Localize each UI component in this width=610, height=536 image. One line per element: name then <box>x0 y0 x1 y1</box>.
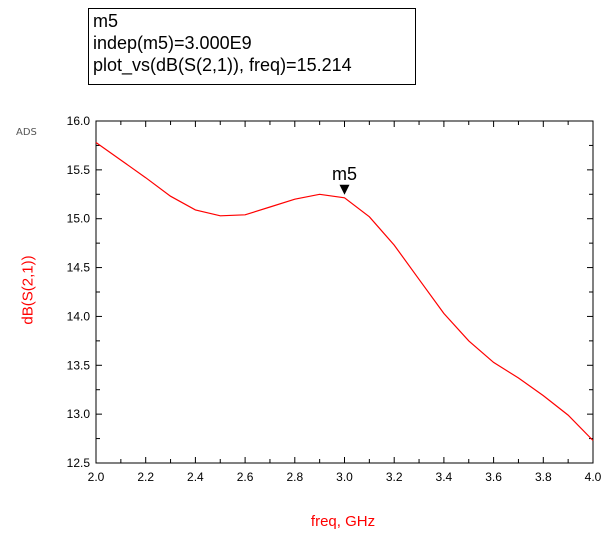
y-tick-label: 14.0 <box>67 309 91 323</box>
marker-triangle-icon[interactable] <box>339 184 350 195</box>
ads-watermark: ADS <box>16 127 37 138</box>
y-tick-label: 13.0 <box>67 407 91 421</box>
y-tick-label: 15.0 <box>67 212 91 226</box>
marker-readout-indep: indep(m5)=3.000E9 <box>93 33 252 53</box>
marker-readout-value: plot_vs(dB(S(2,1)), freq)=15.214 <box>93 55 352 75</box>
x-tick-label: 4.0 <box>585 470 602 484</box>
y-tick-label: 15.5 <box>67 163 91 177</box>
y-tick-label: 13.5 <box>67 358 91 372</box>
series-line-dB-S21[interactable] <box>95 142 594 441</box>
y-tick-label: 14.5 <box>67 261 91 275</box>
x-axis-label: freq, GHz <box>310 513 376 530</box>
x-tick-label: 3.8 <box>535 470 552 484</box>
y-tick-label: 12.5 <box>67 456 91 470</box>
x-tick-label: 3.4 <box>436 470 453 484</box>
x-tick-label: 3.0 <box>336 470 353 484</box>
marker-readout-box[interactable]: m5 indep(m5)=3.000E9 plot_vs(dB(S(2,1)),… <box>88 8 416 85</box>
x-tick-label: 2.6 <box>237 470 254 484</box>
x-tick-label: 3.6 <box>485 470 502 484</box>
x-tick-label: 2.0 <box>88 470 105 484</box>
marker-readout-name: m5 <box>93 11 119 31</box>
x-tick-label: 2.8 <box>286 470 303 484</box>
marker-label: m5 <box>332 164 357 184</box>
x-tick-label: 3.2 <box>386 470 403 484</box>
x-tick-label: 2.4 <box>187 470 204 484</box>
y-tick-label: 16.0 <box>67 114 91 128</box>
x-tick-label: 2.2 <box>137 470 154 484</box>
